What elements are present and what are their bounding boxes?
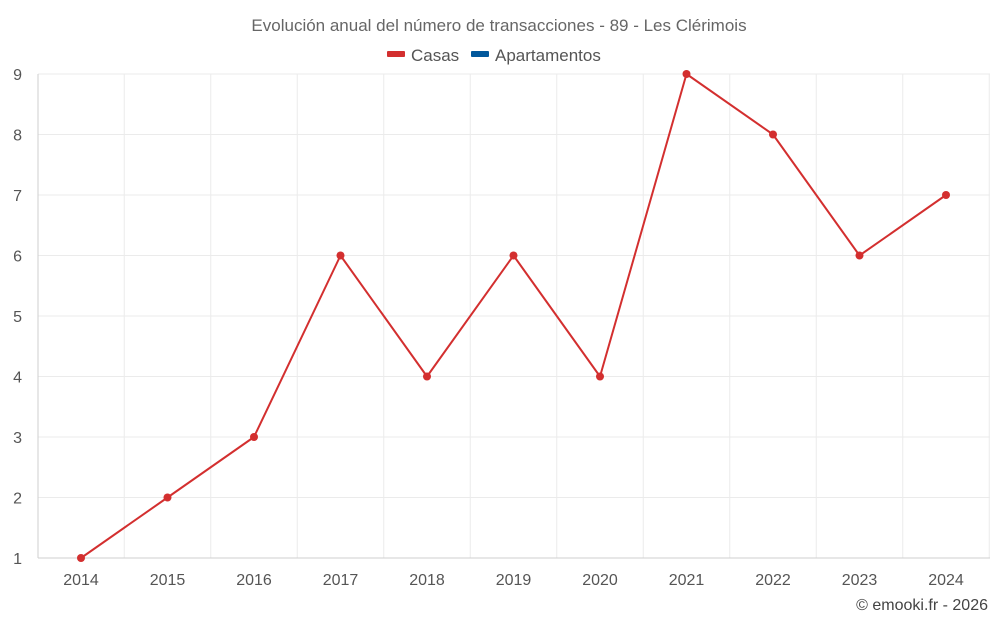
y-tick-label: 8: [13, 128, 22, 145]
y-tick-label: 3: [13, 430, 22, 447]
y-tick-label: 6: [13, 249, 22, 266]
data-point-casas-2022[interactable]: [769, 130, 777, 139]
x-tick-label: 2018: [409, 572, 445, 589]
x-tick-label: 2022: [755, 572, 791, 589]
y-tick-label: 1: [13, 551, 22, 568]
x-tick-label: 2017: [323, 572, 359, 589]
data-point-casas-2019[interactable]: [509, 251, 518, 260]
legend-swatch-apartamentos: [471, 51, 489, 57]
y-tick-label: 5: [13, 309, 22, 326]
data-point-casas-2016[interactable]: [250, 433, 258, 441]
data-point-casas-2020[interactable]: [596, 372, 604, 381]
legend-item-apartamentos[interactable]: Apartamentos: [471, 46, 601, 65]
legend-swatch-casas: [387, 51, 405, 57]
credit-text: © emooki.fr - 2026: [856, 597, 988, 614]
data-point-casas-2015[interactable]: [163, 493, 172, 502]
legend-label-apartamentos: Apartamentos: [495, 46, 601, 65]
data-point-casas-2014[interactable]: [77, 554, 85, 562]
x-tick-label: 2015: [150, 572, 186, 589]
x-tick-label: 2016: [236, 572, 272, 589]
series-layer: [77, 70, 950, 562]
x-tick-label: 2014: [63, 572, 99, 589]
data-point-casas-2018[interactable]: [423, 372, 431, 381]
x-tick-label: 2021: [669, 572, 705, 589]
grid: [38, 73, 990, 558]
y-tick-label: 4: [13, 370, 22, 387]
data-point-casas-2021[interactable]: [682, 70, 691, 78]
data-point-casas-2017[interactable]: [336, 251, 345, 260]
y-tick-label: 2: [13, 491, 22, 508]
legend: Casas Apartamentos: [387, 46, 601, 65]
x-tick-label: 2020: [582, 572, 618, 589]
y-tick-label: 9: [13, 67, 22, 84]
data-point-casas-2024[interactable]: [942, 191, 950, 199]
axes: 1 2 3 4 5 6 7 8 9 2014 2015 2016 2017 2018 2019 2020 202…: [13, 67, 990, 589]
data-point-casas-2023[interactable]: [855, 251, 864, 260]
x-tick-label: 2019: [496, 572, 532, 589]
legend-label-casas: Casas: [411, 46, 459, 65]
x-tick-label: 2024: [928, 572, 964, 589]
chart-title: Evolución anual del número de transaccio…: [251, 16, 746, 35]
x-tick-label: 2023: [842, 572, 878, 589]
legend-item-casas[interactable]: Casas: [387, 46, 459, 65]
y-tick-label: 7: [13, 188, 22, 205]
